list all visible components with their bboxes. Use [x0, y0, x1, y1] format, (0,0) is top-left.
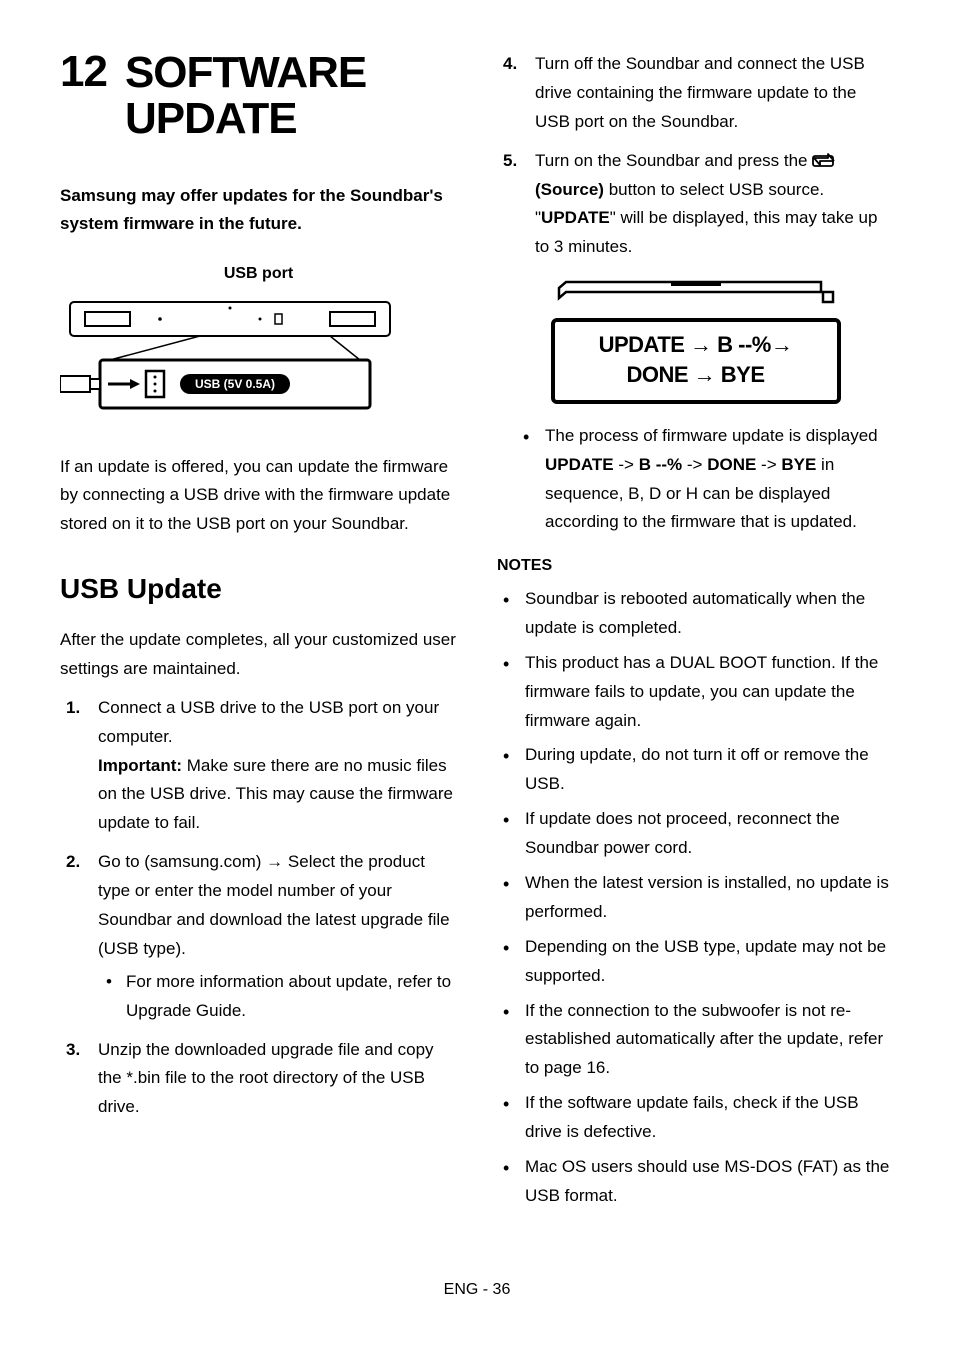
- notes-list: Soundbar is rebooted automatically when …: [497, 585, 894, 1211]
- step-5-a: Turn on the Soundbar and press the: [535, 151, 812, 170]
- page-footer: ENG - 36: [60, 1277, 894, 1303]
- note-item: Soundbar is rebooted automatically when …: [497, 585, 894, 643]
- steps-list-right: Turn off the Soundbar and connect the US…: [497, 50, 894, 262]
- step-4: Turn off the Soundbar and connect the US…: [497, 50, 894, 137]
- arrow-icon: →: [690, 332, 712, 357]
- chapter-number: 12: [60, 50, 107, 94]
- note-item: Depending on the USB type, update may no…: [497, 933, 894, 991]
- paragraph-1: If an update is offered, you can update …: [60, 453, 457, 540]
- step-1-text: Connect a USB drive to the USB port on y…: [98, 698, 439, 746]
- display-box: UPDATE → B --%→ DONE → BYE: [551, 318, 841, 403]
- intro-paragraph: Samsung may offer updates for the Soundb…: [60, 182, 457, 236]
- step-2-sub: For more information about update, refer…: [98, 968, 457, 1026]
- process-pre: The process of firmware update is displa…: [545, 426, 878, 445]
- process-bullet-list: The process of firmware update is displa…: [497, 422, 894, 538]
- right-column: Turn off the Soundbar and connect the US…: [497, 50, 894, 1217]
- usb-port-label: USB port: [60, 261, 457, 287]
- notes-heading: NOTES: [497, 553, 894, 579]
- chapter-heading: SOFTWARE UPDATE: [125, 50, 457, 142]
- note-item: During update, do not turn it off or rem…: [497, 741, 894, 799]
- arrow-icon: →: [694, 362, 716, 387]
- display-panel: UPDATE → B --%→ DONE → BYE: [551, 280, 841, 404]
- left-column: 12 SOFTWARE UPDATE Samsung may offer upd…: [60, 50, 457, 1217]
- step-5-source: (Source): [535, 180, 604, 199]
- chapter-title: 12 SOFTWARE UPDATE: [60, 50, 457, 142]
- steps-list-left: Connect a USB drive to the USB port on y…: [60, 694, 457, 1122]
- step-2: Go to (samsung.com) → Select the product…: [60, 848, 457, 1025]
- step-2-pre: Go to (samsung.com): [98, 852, 266, 871]
- note-item: This product has a DUAL BOOT function. I…: [497, 649, 894, 736]
- note-item: Mac OS users should use MS-DOS (FAT) as …: [497, 1153, 894, 1211]
- note-item: If the connection to the subwoofer is no…: [497, 997, 894, 1084]
- step-1: Connect a USB drive to the USB port on y…: [60, 694, 457, 838]
- step-3: Unzip the downloaded upgrade file and co…: [60, 1036, 457, 1123]
- process-bullet: The process of firmware update is displa…: [517, 422, 894, 538]
- display-line-1: UPDATE → B --%→: [569, 330, 823, 360]
- step-1-important-label: Important:: [98, 756, 182, 775]
- source-icon: [812, 153, 836, 169]
- usb-update-heading: USB Update: [60, 567, 457, 612]
- display-line-2: DONE → BYE: [569, 360, 823, 390]
- note-item: If the software update fails, check if t…: [497, 1089, 894, 1147]
- step-5: Turn on the Soundbar and press the (Sour…: [497, 147, 894, 263]
- display-top-illustration: [551, 280, 841, 310]
- arrow-icon: →: [771, 332, 793, 357]
- usb-badge-text: USB (5V 0.5A): [195, 377, 275, 391]
- soundbar-illustration: USB (5V 0.5A): [60, 294, 400, 414]
- note-item: When the latest version is installed, no…: [497, 869, 894, 927]
- step-5-update: UPDATE: [541, 208, 610, 227]
- note-item: If update does not proceed, reconnect th…: [497, 805, 894, 863]
- arrow-icon: →: [266, 852, 283, 871]
- paragraph-2: After the update completes, all your cus…: [60, 626, 457, 684]
